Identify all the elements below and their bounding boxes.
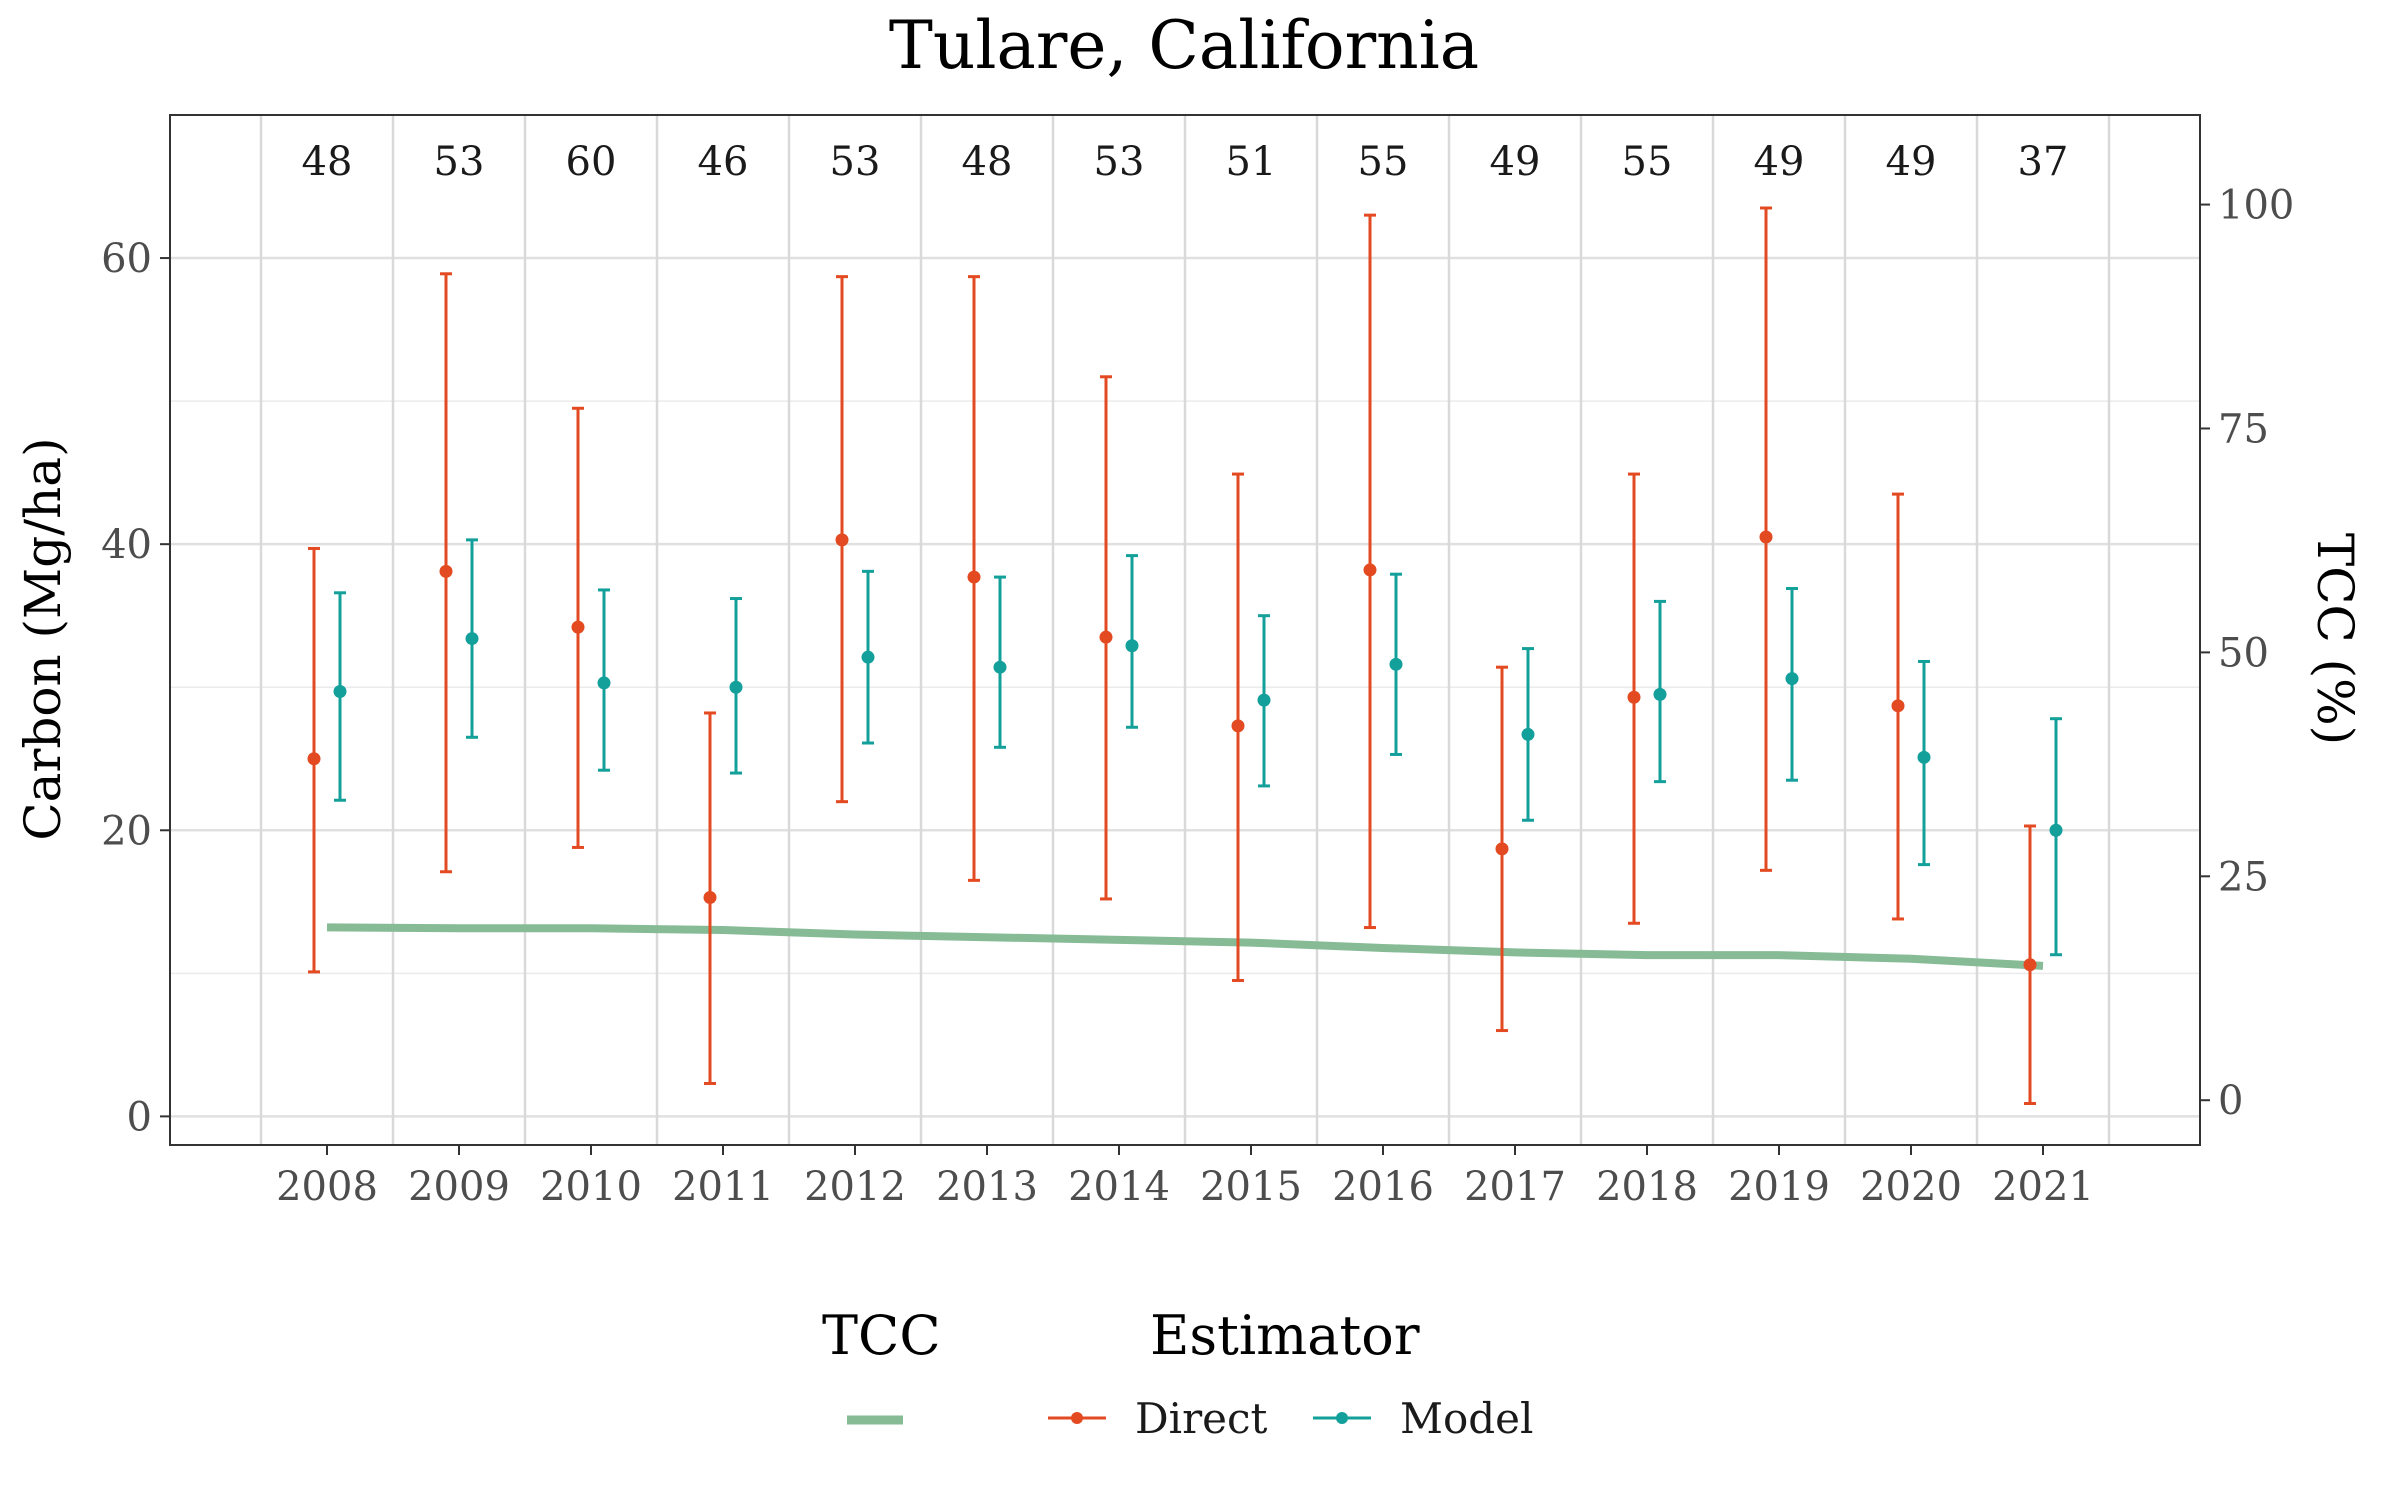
direct-point xyxy=(835,533,849,547)
x-tick-label: 2021 xyxy=(1992,1164,2094,1210)
model-point xyxy=(861,650,875,664)
direct-point xyxy=(1231,719,1245,733)
direct-point xyxy=(1099,630,1113,644)
count-label: 53 xyxy=(1094,139,1145,185)
model-point xyxy=(729,680,743,694)
count-label: 51 xyxy=(1226,139,1277,185)
y2-tick-label: 100 xyxy=(2218,183,2294,229)
x-tick-label: 2013 xyxy=(936,1164,1038,1210)
y2-tick-label: 0 xyxy=(2218,1078,2243,1124)
count-label: 48 xyxy=(962,139,1013,185)
direct-point xyxy=(1627,690,1641,704)
x-tick-label: 2011 xyxy=(672,1164,774,1210)
count-labels: 48 53 60 46 53 48 53 51 55 49 55 49 49 37 xyxy=(302,139,2069,185)
model-point xyxy=(465,632,479,646)
count-label: 48 xyxy=(302,139,353,185)
x-tick-label: 2014 xyxy=(1068,1164,1170,1210)
x-tick-label: 2018 xyxy=(1596,1164,1698,1210)
model-point xyxy=(1257,693,1271,707)
y2-tick-label: 75 xyxy=(2218,406,2269,452)
legend-title-estimator: Estimator xyxy=(1150,1304,1420,1367)
direct-point xyxy=(1759,530,1773,544)
y-tick-label: 20 xyxy=(101,808,152,854)
direct-point xyxy=(307,752,321,766)
panel-border xyxy=(169,114,2201,1146)
model-point xyxy=(1389,657,1403,671)
x-axis: 2008 2009 2010 2011 2012 2013 2014 2015 2016 2017… xyxy=(276,1145,2094,1210)
x-tick-label: 2016 xyxy=(1332,1164,1434,1210)
count-label: 46 xyxy=(698,139,749,185)
y-axis-title: Carbon (Mg/ha) xyxy=(14,437,72,840)
x-tick-label: 2017 xyxy=(1464,1164,1566,1210)
model-point xyxy=(1785,672,1799,686)
legend-label-direct: Direct xyxy=(1135,1394,1268,1443)
model-point xyxy=(1917,750,1931,764)
model-point xyxy=(1521,727,1535,741)
legend-key-direct-point xyxy=(1071,1412,1083,1424)
x-tick-label: 2015 xyxy=(1200,1164,1302,1210)
x-tick-label: 2008 xyxy=(276,1164,378,1210)
count-label: 55 xyxy=(1622,139,1673,185)
tcc-layer xyxy=(326,923,2044,970)
count-label: 55 xyxy=(1358,139,1409,185)
legend-label-model: Model xyxy=(1400,1394,1533,1443)
count-label: 53 xyxy=(830,139,881,185)
y2-tick-label: 25 xyxy=(2218,854,2269,900)
x-tick-label: 2010 xyxy=(540,1164,642,1210)
model-point xyxy=(993,660,1007,674)
right-axis: 0 25 50 75 100 xyxy=(2200,183,2294,1124)
direct-point xyxy=(571,620,585,634)
chart-marks xyxy=(307,206,2063,1106)
y-tick-label: 0 xyxy=(127,1094,152,1140)
model-point xyxy=(1125,639,1139,653)
model-point xyxy=(333,685,347,699)
legend-key-model-point xyxy=(1336,1412,1348,1424)
count-label: 49 xyxy=(1754,139,1805,185)
x-tick-label: 2020 xyxy=(1860,1164,1962,1210)
x-tick-label: 2012 xyxy=(804,1164,906,1210)
direct-point xyxy=(1363,563,1377,577)
y2-axis-title: TCC (%) xyxy=(2306,533,2364,745)
grid xyxy=(170,115,2200,1145)
y-tick-label: 40 xyxy=(101,522,152,568)
y2-tick-label: 50 xyxy=(2218,630,2269,676)
direct-point xyxy=(2023,958,2037,972)
chart-title: Tulare, California xyxy=(889,7,1479,84)
count-label: 49 xyxy=(1490,139,1541,185)
x-tick-label: 2009 xyxy=(408,1164,510,1210)
x-tick-label: 2019 xyxy=(1728,1164,1830,1210)
legend: TCC Estimator Direct Model xyxy=(822,1304,1533,1443)
y-tick-label: 60 xyxy=(101,236,152,282)
direct-point xyxy=(1891,699,1905,713)
direct-point xyxy=(439,564,453,578)
model-point xyxy=(1653,687,1667,701)
direct-point xyxy=(703,891,717,905)
direct-point xyxy=(1495,842,1509,856)
legend-title-tcc: TCC xyxy=(822,1304,941,1367)
count-label: 49 xyxy=(1886,139,1937,185)
count-label: 53 xyxy=(434,139,485,185)
tcc-line xyxy=(326,923,2044,970)
left-axis: 0 20 40 60 xyxy=(101,236,170,1140)
direct-point xyxy=(967,570,981,584)
count-label: 60 xyxy=(566,139,617,185)
model-point xyxy=(2049,823,2063,837)
count-label: 37 xyxy=(2018,139,2069,185)
model-point xyxy=(597,676,611,690)
